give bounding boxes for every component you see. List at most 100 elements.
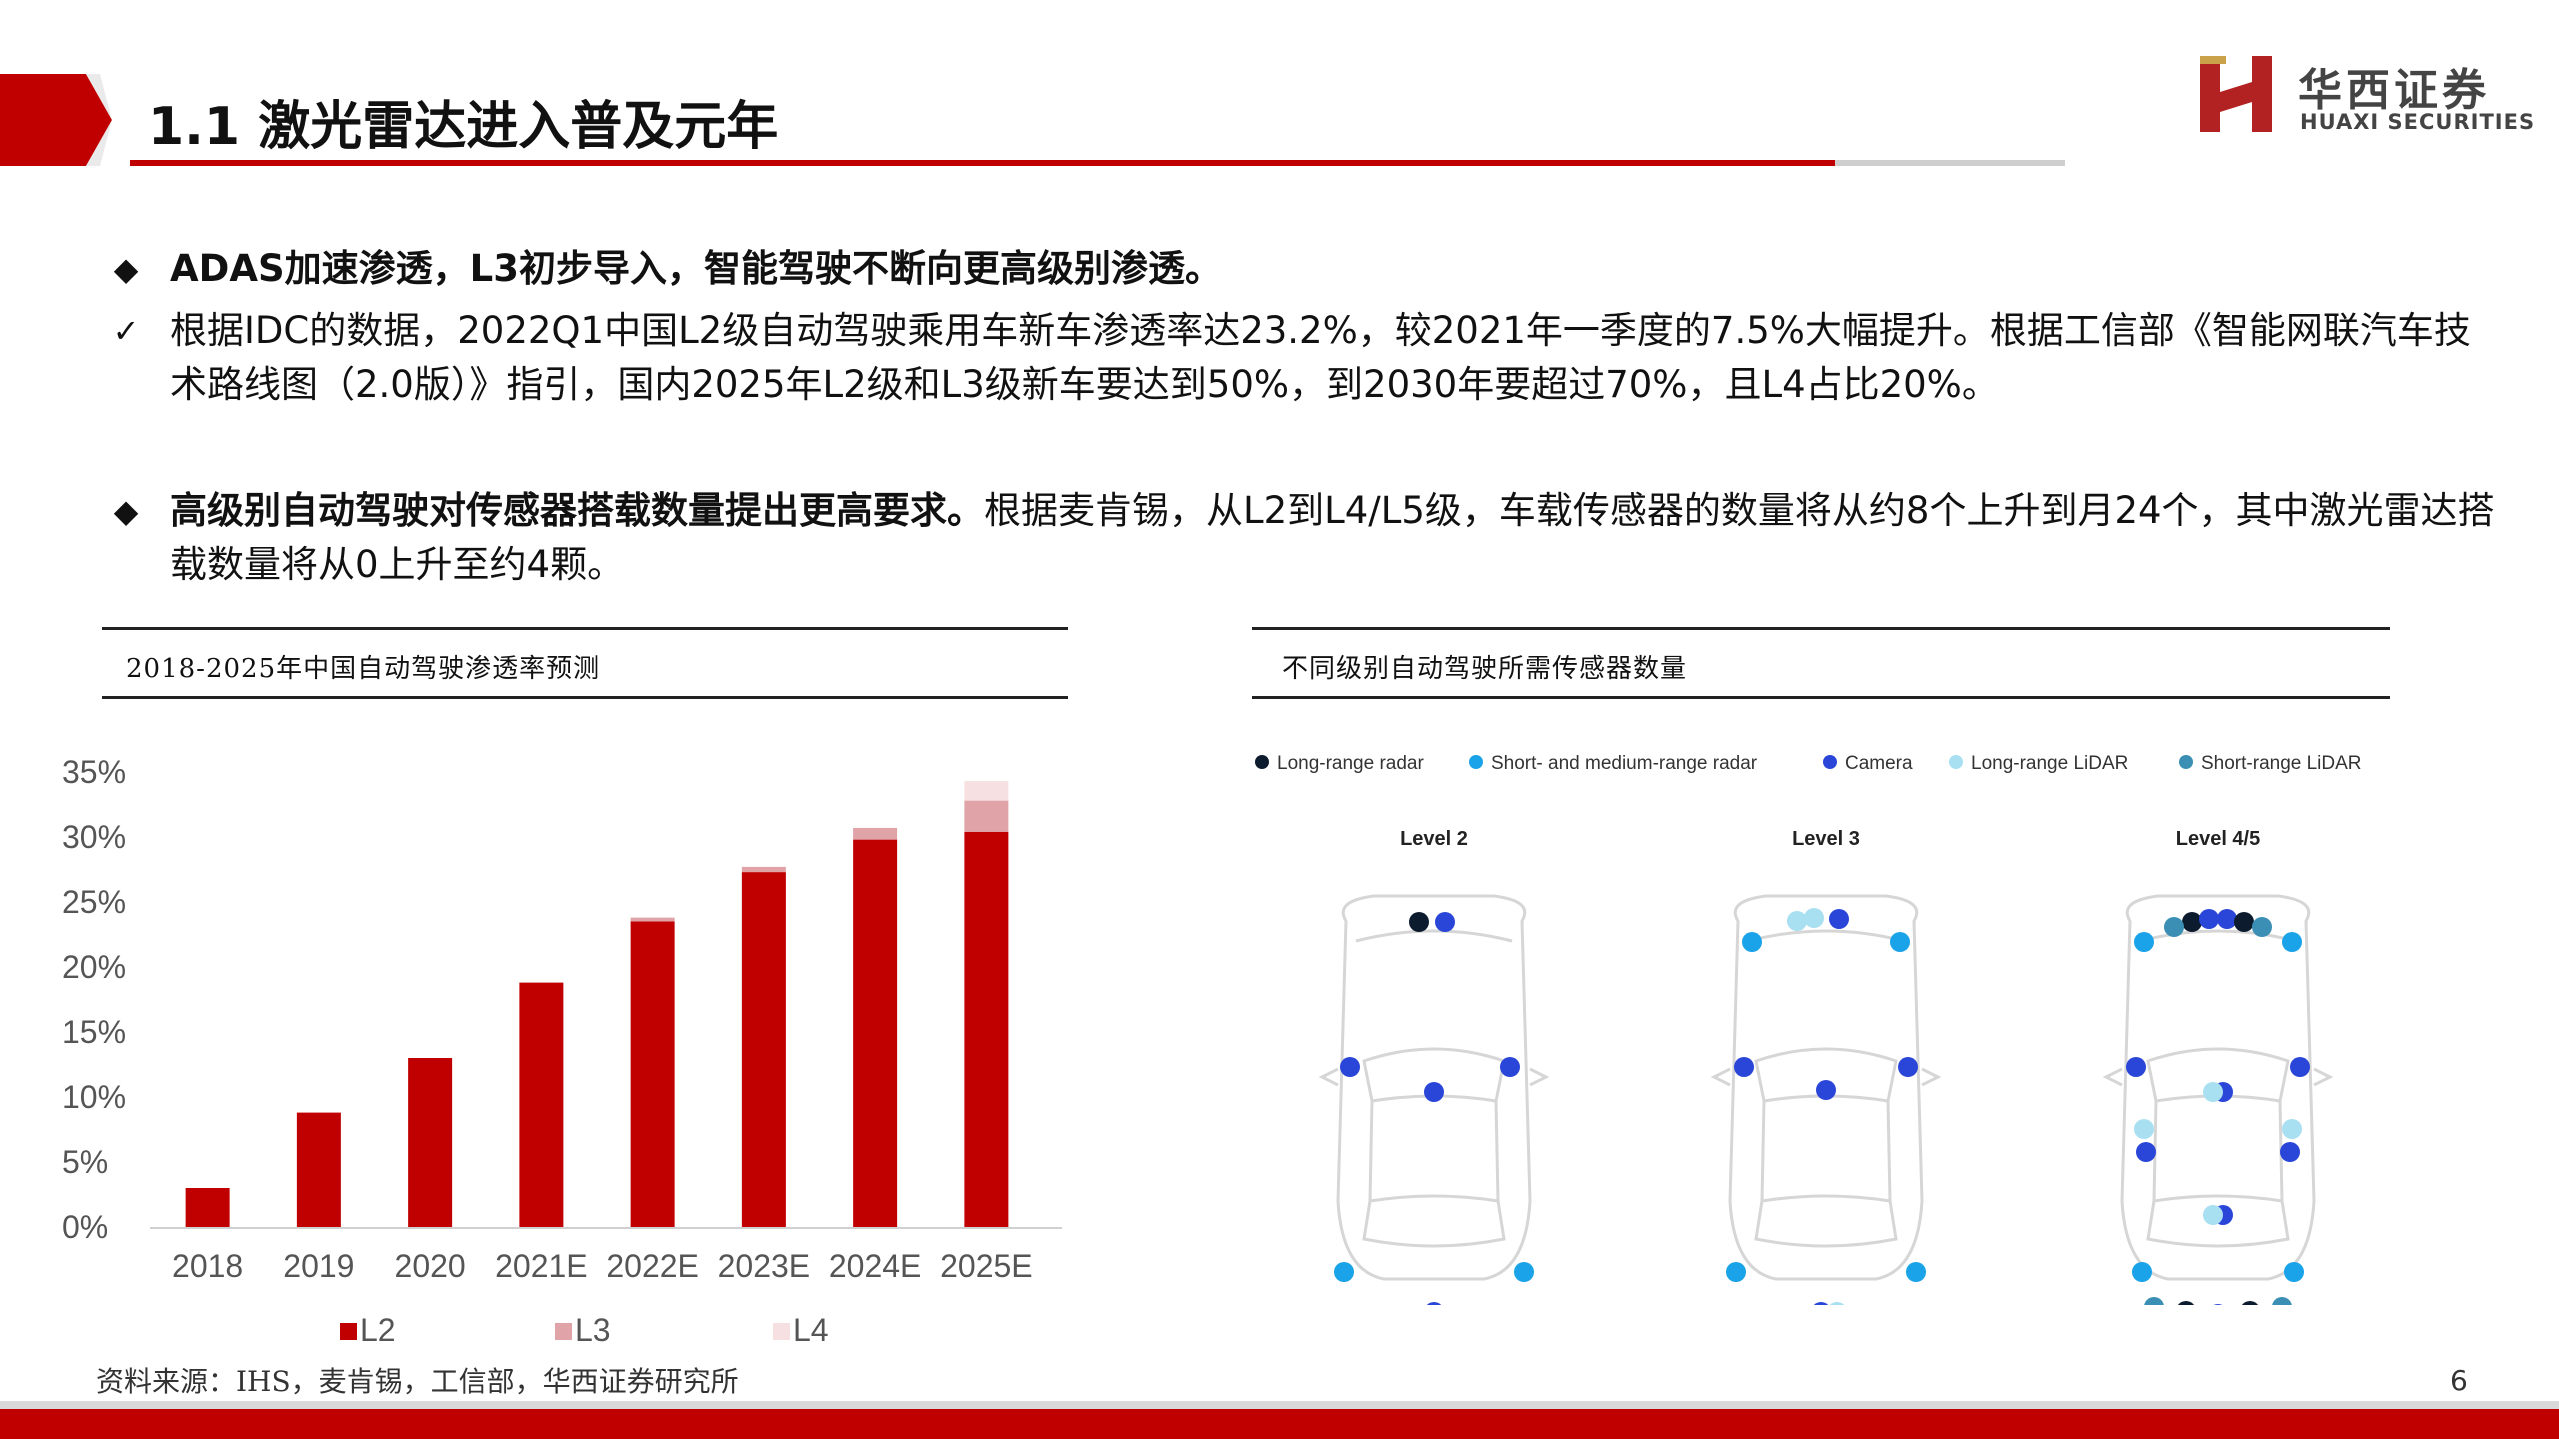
car-windshield xyxy=(1754,1047,1898,1103)
bullet-2: ✓ 根据IDC的数据，2022Q1中国L2级自动驾驶乘用车新车渗透率达23.2%… xyxy=(96,304,2496,414)
legend-swatch-l2 xyxy=(340,1323,357,1340)
y-tick-label: 5% xyxy=(62,1144,108,1180)
sensor-legend-label: Camera xyxy=(1845,753,1913,774)
right-panel-title: 不同级别自动驾驶所需传感器数量 xyxy=(1282,654,1688,684)
bar-l2-2019 xyxy=(296,1112,341,1227)
sensor-dot xyxy=(1890,932,1910,952)
car-body-outline xyxy=(1336,894,1532,1281)
y-tick-label: 25% xyxy=(62,884,126,920)
car-outline xyxy=(1710,894,1942,1281)
legend-swatch-l3 xyxy=(555,1323,572,1340)
sensor-legend-label: Long-range radar xyxy=(1277,753,1424,774)
right-panel-top-rule xyxy=(1252,627,2390,630)
y-tick-label: 35% xyxy=(62,754,126,790)
diamond-bullet-icon: ◆ xyxy=(113,250,139,288)
bullet-1: ◆ ADAS加速渗透，L3初步导入，智能驾驶不断向更高级别渗透。 xyxy=(96,242,2496,296)
bar-l2-2021e xyxy=(519,982,564,1227)
sensor-dot xyxy=(2213,1304,2223,1305)
car-windshield xyxy=(2146,1047,2290,1103)
bar-l3-2022e xyxy=(630,917,675,922)
car-rear-window xyxy=(1754,1194,1898,1248)
bar-l2-2024e xyxy=(853,839,898,1227)
sensor-dot xyxy=(2144,1297,2164,1305)
legend-swatch-l4 xyxy=(773,1323,790,1340)
left-panel-top-rule xyxy=(102,627,1068,630)
page-number: 6 xyxy=(2450,1364,2468,1397)
level-label: Level 4/5 xyxy=(2176,828,2261,850)
car-mirrors xyxy=(1318,1067,1550,1087)
sensor-dot xyxy=(2284,1262,2304,1282)
x-tick-label: 2019 xyxy=(283,1248,354,1284)
sensor-legend-label: Long-range LiDAR xyxy=(1971,753,2128,774)
bar-l4-2025e xyxy=(964,781,1009,801)
sensor-dot xyxy=(1816,1080,1836,1100)
right-panel-bottom-rule xyxy=(1252,696,2390,699)
legend-dot-1 xyxy=(1469,755,1483,769)
y-tick-label: 10% xyxy=(62,1079,126,1115)
y-tick-label: 20% xyxy=(62,949,126,985)
sensor-dot xyxy=(1742,932,1762,952)
sensor-dot xyxy=(2134,932,2154,952)
level-label: Level 2 xyxy=(1400,828,1468,850)
page-title: 1.1 激光雷达进入普及元年 xyxy=(148,97,779,157)
car-body-outline xyxy=(2120,894,2316,1281)
sensor-dot xyxy=(2282,932,2302,952)
sensor-dot xyxy=(1906,1262,1926,1282)
bar-l2-2022e xyxy=(630,921,675,1227)
sensor-dot xyxy=(1829,909,1849,929)
car-1: Level 2 xyxy=(1318,828,1550,1305)
footer-band-grey xyxy=(0,1401,2559,1409)
x-tick-label: 2023E xyxy=(718,1248,811,1284)
car-3: Level 4/5 xyxy=(2102,828,2334,1305)
sensor-dot xyxy=(1734,1057,1754,1077)
sensor-dot xyxy=(2132,1262,2152,1282)
car-mirrors xyxy=(1710,1067,1942,1087)
sensor-dot xyxy=(1514,1262,1534,1282)
source-note: 资料来源：IHS，麦肯锡，工信部，华西证券研究所 xyxy=(96,1365,739,1398)
y-tick-label: 15% xyxy=(62,1014,126,1050)
sensor-dot xyxy=(2272,1297,2292,1305)
sensor-dot xyxy=(2203,1205,2223,1225)
car-outline xyxy=(1318,894,1550,1281)
sensor-dot xyxy=(1898,1057,1918,1077)
sensor-dot xyxy=(2134,1119,2154,1139)
sensor-dot xyxy=(1829,1302,1845,1305)
bar-l2-2025e xyxy=(964,831,1009,1227)
sensor-dot xyxy=(2280,1142,2300,1162)
footer-band-red xyxy=(0,1409,2559,1439)
left-panel-title: 2018-2025年中国自动驾驶渗透率预测 xyxy=(126,654,601,684)
sensor-dot xyxy=(1424,1082,1444,1102)
logo-english-name: HUAXI SECURITIES xyxy=(2300,110,2536,134)
sensor-dot xyxy=(2234,912,2254,932)
title-underline xyxy=(130,160,1835,166)
header-arrow-icon xyxy=(0,74,112,166)
legend-dot-2 xyxy=(1823,755,1837,769)
sensor-legend-label: Short-range LiDAR xyxy=(2201,753,2362,774)
bullet-1-heading: ADAS加速渗透，L3初步导入，智能驾驶不断向更高级别渗透。 xyxy=(170,247,1222,290)
sensor-dot xyxy=(1804,908,1824,928)
car-body-outline xyxy=(1728,894,1924,1281)
bullet-3-text: 根据麦肯锡，从L2到L4/L5级，车载传感器的数量将从约8个上升到月24个，其中… xyxy=(170,489,2495,586)
car-hood-line xyxy=(2139,929,2297,943)
sensor-legend-label: Short- and medium-range radar xyxy=(1491,753,1758,774)
sensor-diagram: Long-range radar Short- and medium-range … xyxy=(1255,753,2362,1305)
y-tick-label: 0% xyxy=(62,1209,108,1245)
legend-dot-3 xyxy=(1949,755,1963,769)
bar-l3-2024e xyxy=(853,827,898,840)
sensor-dot xyxy=(1334,1262,1354,1282)
bar-l3-2025e xyxy=(964,800,1009,832)
bar-l2-2018 xyxy=(185,1188,230,1227)
car-2: Level 3 xyxy=(1710,828,1942,1305)
car-hood-line xyxy=(1355,929,1513,943)
sensor-dot xyxy=(1426,1302,1442,1305)
x-tick-label: 2018 xyxy=(172,1248,243,1284)
bullet-3: ◆ 高级别自动驾驶对传感器搭载数量提出更高要求。根据麦肯锡，从L2到L4/L5级… xyxy=(96,484,2496,594)
sensor-dot xyxy=(1409,912,1429,932)
bar-l2-2020 xyxy=(408,1058,453,1227)
legend-dot-0 xyxy=(1255,755,1269,769)
title-underline-grey xyxy=(1835,160,2065,166)
legend-dot-4 xyxy=(2179,755,2193,769)
car-mirrors xyxy=(2102,1067,2334,1087)
sensor-dot xyxy=(2203,1082,2223,1102)
car-roof-lines xyxy=(1368,1100,1500,1202)
